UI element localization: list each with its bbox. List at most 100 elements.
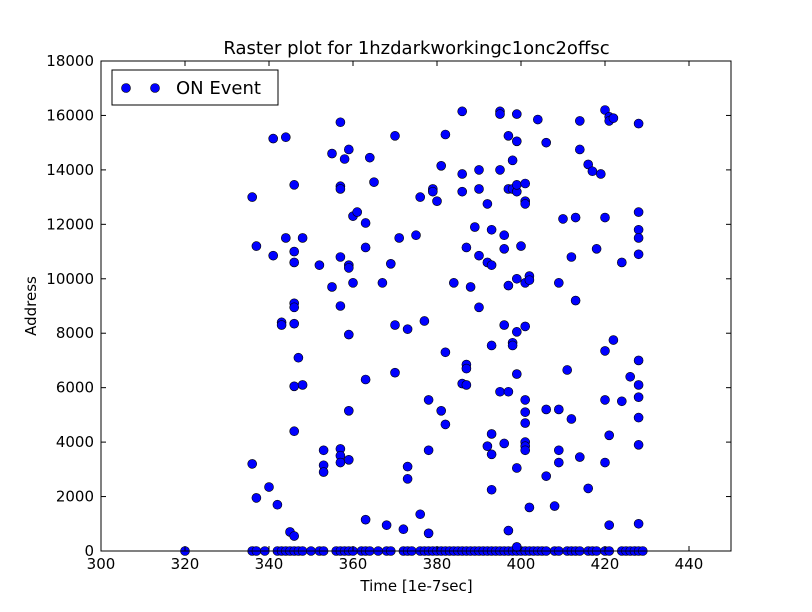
data-point (583, 483, 594, 494)
data-point (280, 233, 291, 243)
data-point (570, 212, 581, 223)
data-point (335, 301, 346, 311)
data-point (440, 347, 451, 358)
data-point (503, 280, 514, 291)
data-point (457, 106, 468, 117)
data-point (633, 249, 644, 260)
data-point (327, 282, 337, 292)
x-tick-label: 440 (675, 555, 704, 573)
data-point (633, 118, 644, 129)
data-point (507, 340, 518, 351)
data-point (633, 440, 644, 450)
data-point (360, 218, 371, 228)
data-point (511, 542, 522, 552)
data-point (520, 418, 531, 428)
data-point (553, 278, 564, 288)
data-point (520, 445, 531, 456)
data-point (600, 395, 610, 405)
data-point (474, 165, 484, 175)
y-tick-label: 6000 (56, 379, 94, 397)
data-point (553, 445, 564, 456)
data-point (511, 273, 522, 284)
data-point (377, 278, 388, 288)
data-point (419, 316, 430, 326)
x-tick-label: 360 (339, 555, 368, 573)
data-point (369, 177, 379, 187)
data-point (289, 426, 300, 437)
data-point (343, 263, 354, 273)
data-point (297, 380, 308, 390)
data-point (352, 207, 363, 217)
data-point (339, 154, 350, 164)
data-point (415, 192, 426, 202)
y-tick-label: 2000 (56, 488, 94, 506)
data-point (541, 404, 552, 415)
legend-marker (121, 83, 131, 93)
data-point (293, 352, 304, 363)
x-tick-label: 340 (255, 555, 284, 573)
data-point (541, 471, 552, 481)
data-point (335, 184, 346, 194)
data-point (390, 320, 400, 330)
data-point (532, 114, 543, 125)
data-point (595, 169, 606, 179)
data-point (486, 260, 497, 270)
data-point (264, 482, 274, 492)
data-point (364, 152, 375, 163)
data-point (633, 355, 644, 366)
data-point (495, 386, 505, 397)
data-point (343, 455, 354, 465)
data-point (520, 407, 531, 417)
data-point (520, 178, 531, 189)
data-point (507, 155, 518, 166)
data-point (633, 207, 644, 217)
data-point (318, 445, 329, 456)
y-tick-label: 4000 (56, 433, 94, 451)
data-point (461, 363, 472, 374)
data-point (415, 509, 426, 520)
data-point (289, 381, 300, 392)
data-point (385, 259, 396, 269)
data-point (486, 429, 497, 439)
data-point (465, 282, 476, 292)
data-point (402, 461, 413, 472)
data-point (516, 241, 526, 251)
data-point (381, 520, 392, 530)
data-point (427, 186, 438, 197)
data-point (335, 457, 346, 468)
y-axis-label: Address (22, 276, 40, 336)
data-point (268, 250, 279, 261)
x-tick-label: 300 (87, 555, 116, 573)
data-point (402, 324, 413, 334)
data-point (633, 412, 644, 423)
data-point (574, 144, 585, 155)
data-point (251, 493, 262, 503)
data-point (553, 404, 564, 415)
data-point (474, 250, 484, 261)
data-point (327, 148, 337, 159)
data-point (520, 395, 531, 405)
legend-box (111, 69, 279, 106)
chart-title: Raster plot for 1hzdarkworkingc1onc2offs… (223, 38, 609, 59)
y-tick-label: 8000 (56, 324, 94, 342)
data-point (411, 230, 421, 241)
data-point (625, 371, 636, 382)
data-point (402, 474, 413, 484)
axis-ticks: 300 320 340 360 380 400 420 440 0 2000 4000 6000 800… (46, 52, 731, 573)
data-point (570, 295, 581, 306)
data-point (511, 136, 522, 147)
data-point (633, 518, 644, 529)
data-point (457, 186, 468, 197)
data-point (390, 367, 400, 378)
data-point (608, 113, 619, 123)
data-point (289, 246, 300, 257)
data-point (574, 452, 585, 462)
data-point (499, 244, 510, 254)
data-point (423, 528, 434, 539)
data-point (499, 320, 510, 330)
data-point (558, 214, 568, 224)
data-point (511, 463, 522, 473)
data-point (457, 169, 468, 179)
y-tick-label: 0 (84, 542, 94, 560)
